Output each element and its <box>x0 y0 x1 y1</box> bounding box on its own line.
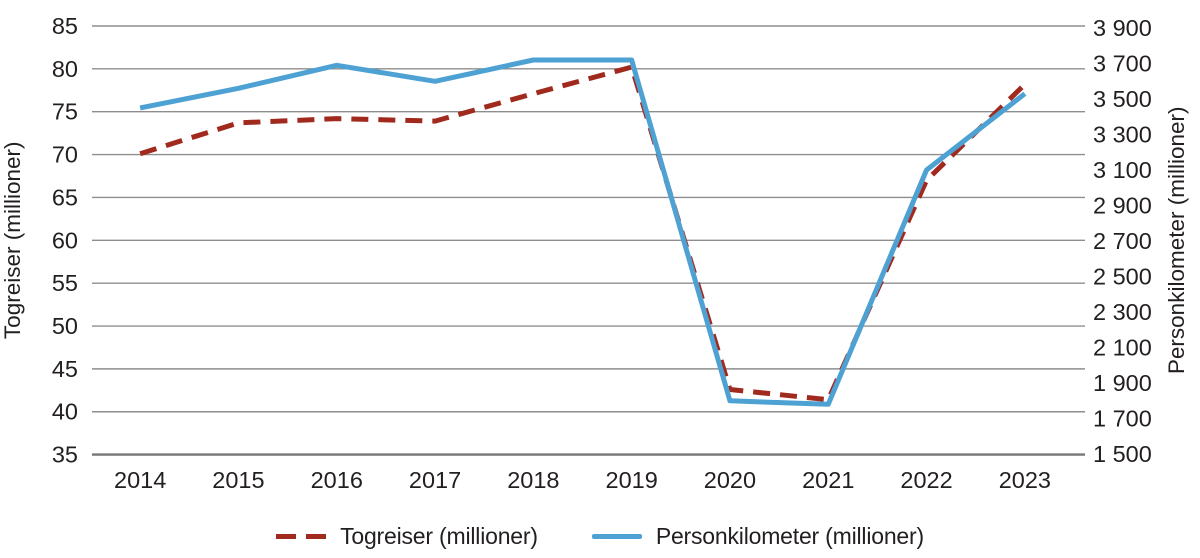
x-axis-tick-label: 2023 <box>999 467 1051 493</box>
x-axis-tick-label: 2018 <box>507 467 559 493</box>
left-axis-tick-label: 75 <box>52 99 78 125</box>
right-axis-title: Personkilometer (millioner) <box>1164 107 1189 375</box>
x-axis-tick-label: 2022 <box>900 467 952 493</box>
legend-label-togreiser: Togreiser (millioner) <box>340 522 538 549</box>
chart-legend: Togreiser (millioner) Personkilometer (m… <box>0 518 1200 554</box>
left-axis-tick-label: 70 <box>52 142 78 168</box>
right-axis-tick-label: 3 700 <box>1093 51 1152 77</box>
x-axis-tick-label: 2020 <box>704 467 756 493</box>
legend-item-togreiser: Togreiser (millioner) <box>276 523 538 550</box>
right-axis-tick-label: 2 100 <box>1093 335 1152 361</box>
right-axis-tick-label: 1 700 <box>1093 406 1152 432</box>
x-axis-tick-label: 2019 <box>606 467 658 493</box>
togreiser-dashed-line-swatch <box>276 533 327 539</box>
left-axis-tick-label: 35 <box>52 442 78 468</box>
left-axis-title: Togreiser (millioner) <box>0 142 25 340</box>
right-axis-tick-label: 1 500 <box>1093 441 1152 467</box>
legend-label-personkilometer: Personkilometer (millioner) <box>655 522 924 549</box>
left-axis-tick-label: 45 <box>52 356 78 382</box>
right-axis-tick-label: 1 900 <box>1093 370 1152 396</box>
legend-item-personkilometer: Personkilometer (millioner) <box>591 522 924 550</box>
right-axis-tick-label: 2 900 <box>1093 193 1152 219</box>
left-axis-tick-label: 80 <box>52 56 78 82</box>
left-axis-tick-label: 50 <box>52 313 78 339</box>
series-line-togreiser <box>139 64 1027 403</box>
x-axis-tick-label: 2021 <box>802 467 854 493</box>
series-line-personkilometer <box>139 57 1027 407</box>
left-axis-tick-label: 60 <box>52 227 78 253</box>
right-axis-tick-label: 3 900 <box>1093 15 1152 41</box>
left-axis-tick-label: 85 <box>52 13 78 39</box>
right-axis-tick-label: 3 300 <box>1093 122 1152 148</box>
x-axis-tick-label: 2014 <box>114 467 166 493</box>
left-axis-tick-label: 65 <box>52 184 78 210</box>
left-axis-tick-label: 40 <box>52 399 78 425</box>
right-axis-tick-label: 3 100 <box>1093 157 1152 183</box>
right-axis-tick-label: 3 500 <box>1093 86 1152 112</box>
right-axis-tick-label: 2 700 <box>1093 228 1152 254</box>
left-axis-tick-label: 55 <box>52 270 78 296</box>
x-axis-tick-label: 2016 <box>311 467 363 493</box>
right-axis-tick-label: 2 300 <box>1093 299 1152 325</box>
right-axis-tick-label: 2 500 <box>1093 264 1152 290</box>
x-axis-tick-label: 2015 <box>212 467 264 493</box>
personkilometer-solid-line-swatch <box>591 533 642 539</box>
x-axis-tick-label: 2017 <box>409 467 461 493</box>
